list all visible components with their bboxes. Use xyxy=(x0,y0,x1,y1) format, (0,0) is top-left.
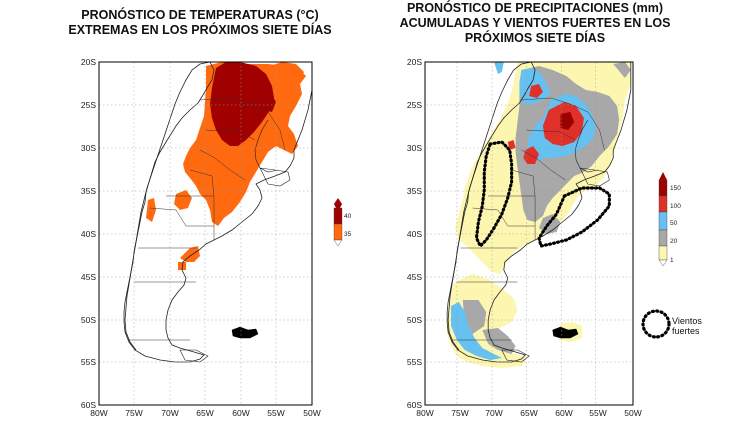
legend-label-50: 50 xyxy=(670,220,678,227)
wind-label-line1: Vientos xyxy=(672,316,702,326)
lat-tick: 60S xyxy=(407,400,422,410)
lat-tick: 50S xyxy=(407,315,422,325)
lat-tick: 45S xyxy=(407,272,422,282)
lon-tick: 55W xyxy=(589,408,606,418)
lon-tick: 65W xyxy=(520,408,537,418)
lat-tick: 40S xyxy=(407,229,422,239)
lon-tick: 55W xyxy=(267,408,284,418)
lon-tick: 70W xyxy=(161,408,178,418)
lon-tick: 70W xyxy=(485,408,502,418)
lat-tick: 20S xyxy=(407,57,422,67)
wind-label-line2: fuertes xyxy=(672,326,700,336)
left-lon-ticks: 80W 75W 70W 65W 60W 55W 50W xyxy=(90,408,320,418)
lon-tick: 65W xyxy=(196,408,213,418)
lat-tick: 35S xyxy=(81,186,96,196)
lat-tick: 25S xyxy=(407,100,422,110)
strong-wind-areas xyxy=(474,140,611,249)
precipitation-map: 20S 25S 30S 35S 40S 45S 50S 55S 60S 80W … xyxy=(407,57,681,418)
legend-label-100: 100 xyxy=(670,203,681,210)
precipitation-legend: 150 100 50 20 1 xyxy=(658,172,681,267)
lat-tick: 45S xyxy=(81,272,96,282)
lat-tick: 50S xyxy=(81,315,96,325)
left-lat-ticks: 20S 25S 30S 35S 40S 45S 50S 55S 60S xyxy=(81,57,96,410)
right-title-line3: PRÓXIMOS SIETE DÍAS xyxy=(464,31,606,45)
legend-label-150: 150 xyxy=(670,185,681,192)
lon-tick: 50W xyxy=(624,408,641,418)
legend-label-1: 1 xyxy=(670,257,674,264)
right-title-line1: PRONÓSTICO DE PRECIPITACIONES (mm) xyxy=(406,1,664,15)
wind-legend xyxy=(641,309,671,339)
lon-tick: 80W xyxy=(90,408,107,418)
right-lat-ticks: 20S 25S 30S 35S 40S 45S 50S 55S 60S xyxy=(407,57,422,410)
lon-tick: 60W xyxy=(232,408,249,418)
lon-tick: 80W xyxy=(416,408,433,418)
temperature-legend: 40 35 xyxy=(333,198,352,247)
lat-tick: 20S xyxy=(81,57,96,67)
lat-tick: 55S xyxy=(407,357,422,367)
lon-tick: 60W xyxy=(555,408,572,418)
legend-label-40: 40 xyxy=(344,213,352,220)
left-title-line1: PRONÓSTICO DE TEMPERATURAS (°C) xyxy=(81,8,319,22)
lat-tick: 35S xyxy=(407,186,422,196)
lat-tick: 25S xyxy=(81,100,96,110)
left-title-line2: EXTREMAS EN LOS PRÓXIMOS SIETE DÍAS xyxy=(68,23,332,37)
legend-label-35: 35 xyxy=(344,231,352,238)
left-gridlines xyxy=(99,62,312,405)
temp-40-area xyxy=(210,62,276,146)
left-map-title: PRONÓSTICO DE TEMPERATURAS (°C) EXTREMAS… xyxy=(60,8,340,38)
lat-tick: 55S xyxy=(81,357,96,367)
right-map-title: PRONÓSTICO DE PRECIPITACIONES (mm) ACUMU… xyxy=(385,1,685,46)
lat-tick: 30S xyxy=(407,143,422,153)
right-gridlines xyxy=(425,62,631,405)
lon-tick: 50W xyxy=(303,408,320,418)
right-title-line2: ACUMULADAS Y VIENTOS FUERTES EN LOS xyxy=(399,16,671,30)
wind-legend-symbol xyxy=(641,309,671,339)
right-lon-ticks: 80W 75W 70W 65W 60W 55W 50W xyxy=(416,408,641,418)
lat-tick: 40S xyxy=(81,229,96,239)
lon-tick: 75W xyxy=(125,408,142,418)
lon-tick: 75W xyxy=(451,408,468,418)
temperature-map: 20S 25S 30S 35S 40S 45S 50S 55S 60S 80W … xyxy=(81,57,352,418)
lat-tick: 60S xyxy=(81,400,96,410)
wind-legend-label: Vientos fuertes xyxy=(672,316,702,336)
precip-150-area xyxy=(560,112,575,130)
lat-tick: 30S xyxy=(81,143,96,153)
legend-label-20: 20 xyxy=(670,238,678,245)
